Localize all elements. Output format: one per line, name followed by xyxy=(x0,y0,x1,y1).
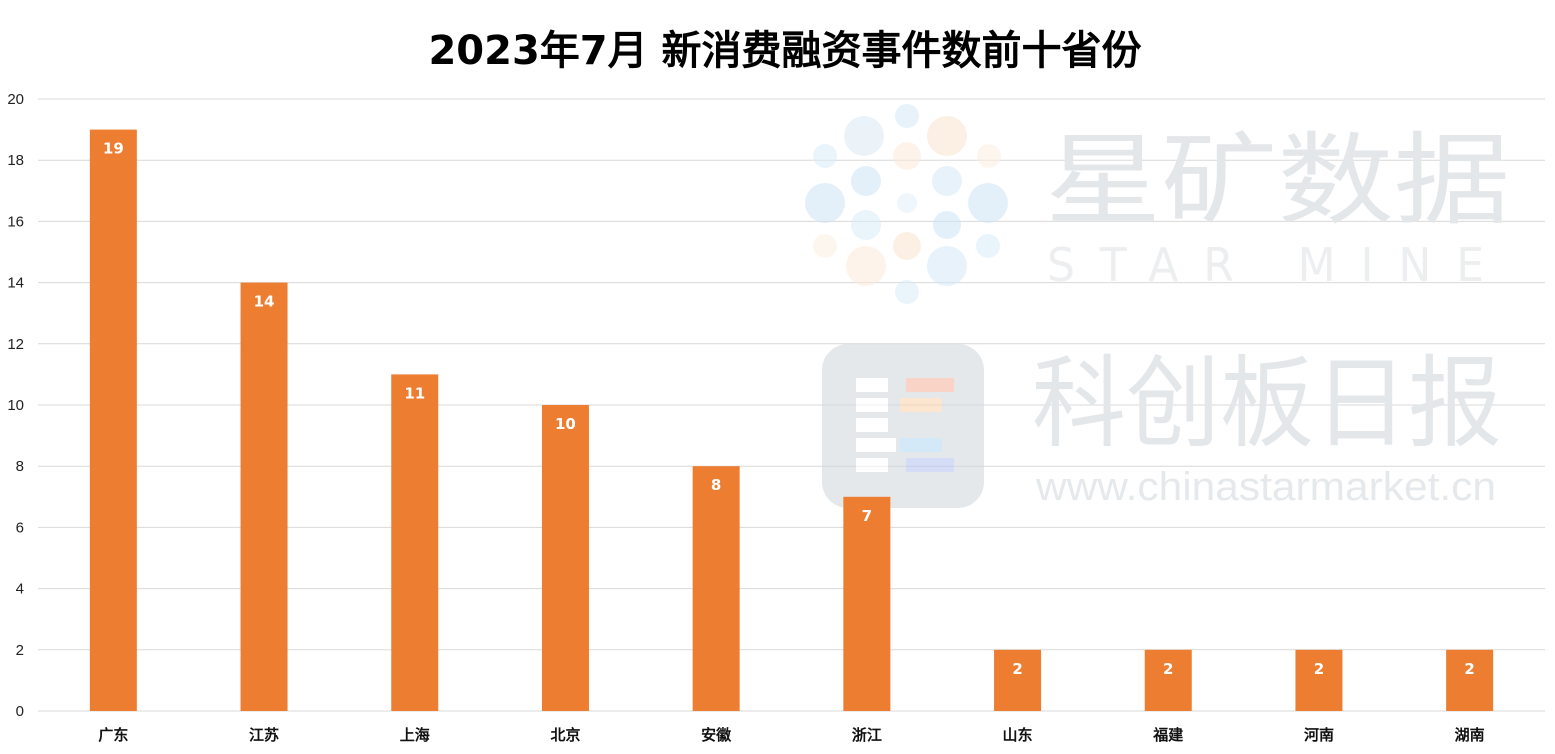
chart-title: 2023年7月 新消费融资事件数前十省份 xyxy=(428,28,1141,74)
x-category-label: 福建 xyxy=(1152,726,1184,744)
y-axis-tick-labels: 0 2 4 6 8 10 12 14 16 18 20 xyxy=(7,91,24,720)
x-category-label: 上海 xyxy=(400,726,430,744)
y-tick-label: 0 xyxy=(16,703,24,720)
bar xyxy=(240,282,288,711)
watermark-publisher-cn: 科创板日报 xyxy=(1032,345,1502,462)
data-label: 2 xyxy=(1314,660,1324,678)
bar xyxy=(994,649,1042,711)
data-label: 14 xyxy=(254,293,275,311)
data-label: 2 xyxy=(1163,660,1173,678)
y-tick-label: 4 xyxy=(16,581,24,598)
x-axis-category-labels: 广东 江苏 上海 北京 安徽 浙江 山东 福建 河南 湖南 xyxy=(98,726,1484,744)
publisher-logo-icon xyxy=(822,344,984,508)
bar xyxy=(692,466,740,711)
bar xyxy=(89,129,137,712)
x-category-label: 安徽 xyxy=(701,726,732,744)
bar xyxy=(1144,649,1192,711)
bar xyxy=(391,374,439,711)
y-tick-label: 10 xyxy=(7,397,24,414)
y-tick-label: 20 xyxy=(7,91,24,108)
x-category-label: 北京 xyxy=(550,726,580,744)
star-mine-logo-icon xyxy=(805,104,1008,304)
watermark-brand-en: STAR MINE xyxy=(1047,238,1509,292)
x-category-label: 浙江 xyxy=(852,726,882,744)
y-tick-label: 2 xyxy=(16,642,24,659)
bar xyxy=(541,405,589,711)
y-tick-label: 6 xyxy=(16,519,24,536)
data-label: 11 xyxy=(404,384,425,402)
x-category-label: 江苏 xyxy=(249,726,279,744)
y-tick-label: 18 xyxy=(7,152,24,169)
watermark-url: www.chinastarmarket.cn xyxy=(1035,465,1496,509)
x-category-label: 山东 xyxy=(1003,726,1033,744)
y-tick-label: 12 xyxy=(7,336,24,353)
y-tick-label: 16 xyxy=(7,213,24,230)
data-label: 2 xyxy=(1464,660,1474,678)
y-tick-label: 14 xyxy=(7,275,24,292)
data-label: 8 xyxy=(711,476,721,494)
data-label: 10 xyxy=(555,415,576,433)
watermark: 星矿数据 STAR MINE 科创板日报 www.chinastarmarket… xyxy=(805,104,1510,509)
x-category-label: 河南 xyxy=(1304,726,1334,744)
data-label: 19 xyxy=(103,140,124,158)
data-label: 2 xyxy=(1012,660,1022,678)
y-tick-label: 8 xyxy=(16,458,24,475)
x-category-label: 广东 xyxy=(98,726,128,744)
x-category-label: 湖南 xyxy=(1455,726,1485,744)
bar xyxy=(843,496,891,711)
grid-lines xyxy=(38,98,1545,712)
bar xyxy=(1446,649,1494,711)
data-labels: 19 14 11 10 8 7 2 2 2 2 xyxy=(103,140,1475,678)
bars xyxy=(89,129,1494,712)
watermark-brand-cn: 星矿数据 xyxy=(1045,122,1510,239)
data-label: 7 xyxy=(862,507,872,525)
bar xyxy=(1295,649,1343,711)
